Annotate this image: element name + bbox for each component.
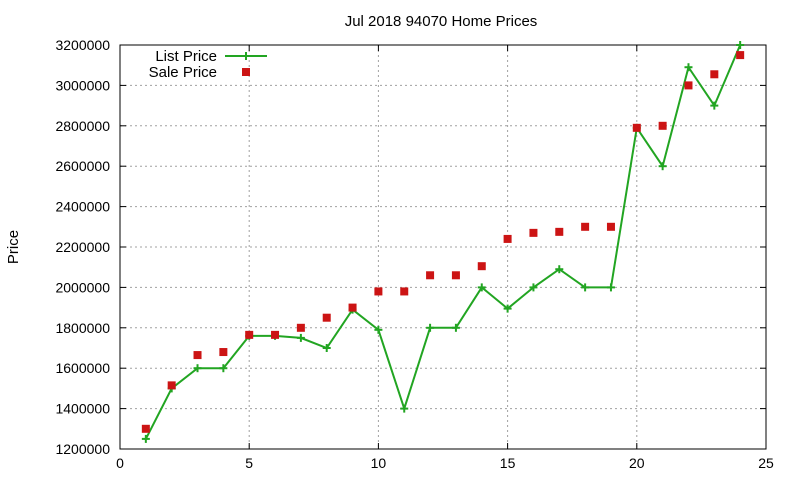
list-price-point [710,101,719,110]
sale-price-point [658,121,667,130]
sale-price-point [322,313,331,322]
list-price-point [322,344,331,352]
legend-marker-sale-price [242,68,250,76]
list-price-point [606,283,615,292]
list-price-point [374,325,383,334]
series-layer [141,41,745,443]
sale-price-point [193,351,202,360]
list-price-point [193,364,202,373]
sale-price-point [477,262,486,271]
x-tick-label: 20 [629,455,645,471]
sale-price-point [529,228,538,237]
list-price-point [477,283,486,292]
y-tick-label: 2600000 [55,158,110,174]
sale-price-point [736,51,745,60]
sale-price-point [581,222,590,231]
sale-price-point [296,323,305,332]
sale-price-point [632,123,641,132]
y-tick-label: 3000000 [55,77,110,93]
x-tick-label: 10 [371,455,387,471]
sale-price-point [503,234,512,243]
sale-price-point [219,348,228,357]
y-tick-label: 2200000 [55,239,110,255]
sale-price-point [245,330,254,339]
list-price-point [581,283,590,292]
sale-price-point [710,70,719,79]
y-tick-label: 3200000 [55,37,110,53]
list-price-point [503,304,512,313]
y-tick-label: 1200000 [55,441,110,457]
sale-price-point [167,381,176,390]
y-tick-label: 2800000 [55,118,110,134]
chart-title: Jul 2018 94070 Home Prices [345,13,538,30]
sale-price-point [271,330,280,339]
list-price-point [400,404,409,413]
y-tick-label: 2000000 [55,279,110,295]
y-tick-label: 2400000 [55,199,110,215]
sale-price-point [141,424,150,433]
list-price-point [451,323,460,332]
x-tick-label: 5 [245,455,253,471]
list-price-point [736,41,745,49]
x-ticks: 0 5 10 15 20 25 [116,45,774,471]
sale-price-point [684,81,693,90]
x-tick-label: 25 [758,455,774,471]
grid-lines [120,45,766,449]
list-price-point [141,434,150,443]
sale-price-point [555,227,564,236]
sale-price-point [374,287,383,296]
list-price-point [529,283,538,292]
legend-label-list-price: List Price [155,48,217,65]
legend-label-sale-price: Sale Price [149,64,217,81]
y-ticks: 1200000 1400000 1600000 1800000 2000000 22000… [55,37,766,457]
list-price-point [426,323,435,332]
list-price-point [555,265,564,274]
sale-price-point [348,303,357,312]
list-price-point [684,63,693,72]
list-price-line [144,44,742,440]
sale-price-point [400,287,409,296]
list-price-point [219,364,228,373]
list-price-point [658,162,667,171]
y-tick-label: 1600000 [55,360,110,376]
sale-price-point [451,271,460,280]
x-tick-label: 15 [500,455,516,471]
x-tick-label: 0 [116,455,124,471]
sale-price-point [606,222,615,231]
y-tick-label: 1800000 [55,320,110,336]
y-axis-label: Price [5,230,22,264]
sale-price-point [426,271,435,280]
y-tick-label: 1400000 [55,401,110,417]
list-price-point [296,333,305,342]
